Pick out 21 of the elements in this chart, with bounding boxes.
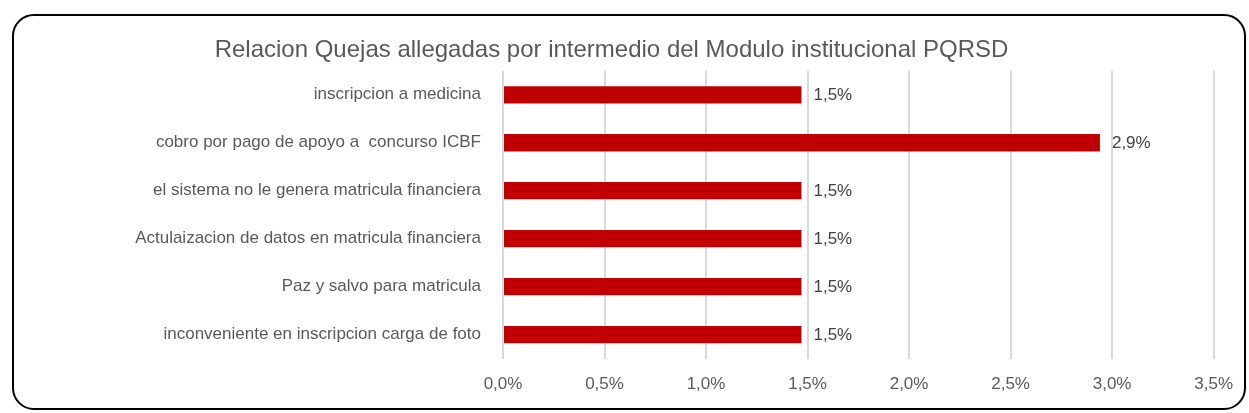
x-tick-label: 0,5% bbox=[585, 374, 624, 394]
chart-title: Relacion Quejas allegadas por intermedio del Modulo institucional PQRSD bbox=[214, 35, 1009, 63]
y-tick-label: inconveniente en inscripcion carga de foto bbox=[163, 324, 481, 344]
data-label: 1,5% bbox=[813, 229, 853, 249]
y-tick-label: Actulaizacion de datos en matricula financiera bbox=[135, 228, 482, 248]
y-tick-label: inscripcion a medicina bbox=[313, 84, 482, 104]
y-tick-label: el sistema no le genera matricula financiera bbox=[153, 180, 482, 200]
data-label: 1,5% bbox=[813, 325, 853, 345]
data-label: 1,5% bbox=[813, 181, 853, 201]
x-tick-label: 3,0% bbox=[1092, 374, 1132, 394]
data-label: 2,9% bbox=[1111, 133, 1151, 153]
x-tick-label: 2,5% bbox=[991, 374, 1030, 394]
x-tick-label: 1,5% bbox=[788, 374, 827, 394]
y-tick-label: Paz y salvo para matricula bbox=[281, 276, 482, 296]
y-tick-label: cobro por pago de apoyo a concurso ICBF bbox=[155, 132, 481, 152]
x-tick-label: 2,0% bbox=[889, 374, 929, 394]
x-tick-label: 3,5% bbox=[1194, 374, 1233, 394]
x-tick-label: 1,0% bbox=[686, 374, 726, 394]
x-tick-label: 0,0% bbox=[483, 374, 523, 394]
data-label: 1,5% bbox=[813, 85, 853, 105]
data-label: 1,5% bbox=[813, 277, 853, 297]
